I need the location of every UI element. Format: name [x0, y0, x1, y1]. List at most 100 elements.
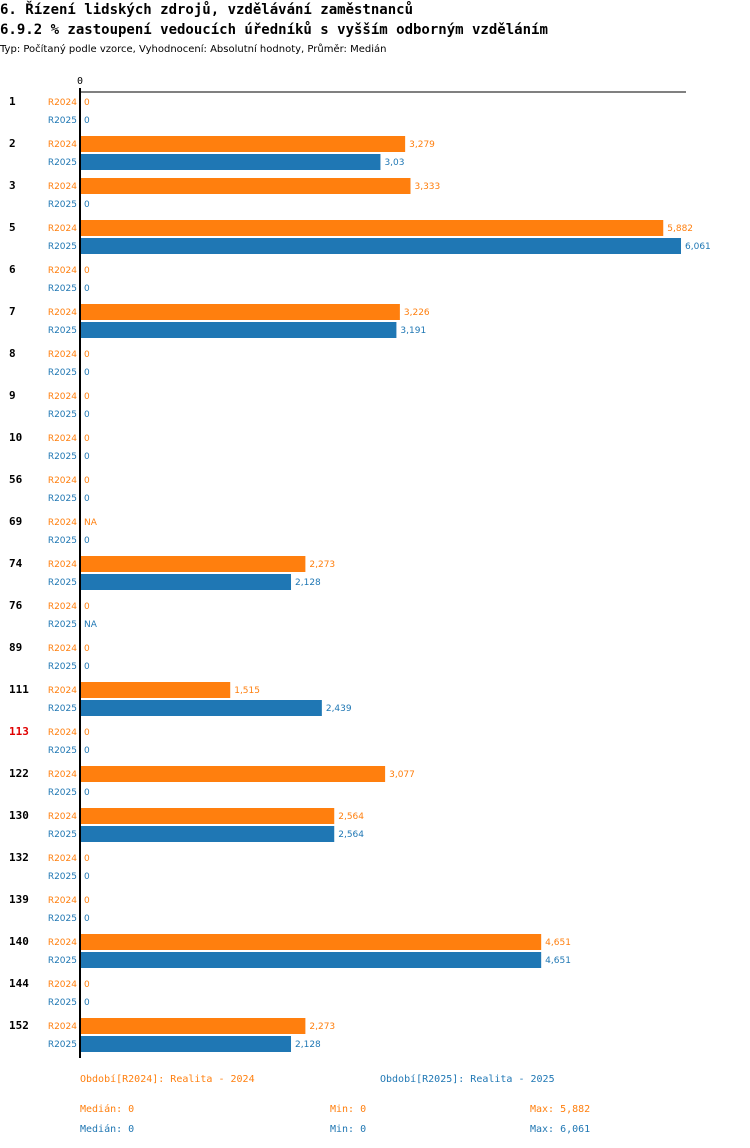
bar-r2025	[80, 238, 681, 254]
category-label: 2	[9, 137, 16, 150]
value-label: 2,439	[326, 704, 352, 714]
value-label: 3,077	[389, 770, 415, 780]
stat-max-r2025: Max: 6,061	[530, 1124, 591, 1135]
value-label: 0	[84, 266, 90, 276]
page-title: 6. Řízení lidských zdrojů, vzdělávání za…	[0, 2, 414, 18]
series-label: R2024	[48, 224, 77, 234]
value-label: 0	[84, 998, 90, 1008]
series-label: R2025	[48, 200, 77, 210]
category-label: 10	[9, 431, 22, 444]
series-label: R2024	[48, 98, 77, 108]
value-label: 0	[84, 284, 90, 294]
value-label: 0	[84, 452, 90, 462]
value-label: 0	[84, 116, 90, 126]
value-label: 2,273	[309, 560, 335, 570]
series-label: R2024	[48, 476, 77, 486]
value-label: 2,128	[295, 578, 321, 588]
bar-r2024	[80, 682, 231, 698]
series-label: R2025	[48, 956, 77, 966]
series-label: R2025	[48, 368, 77, 378]
category-label: 1	[9, 95, 16, 108]
value-label: 0	[84, 98, 90, 108]
value-label: 0	[84, 368, 90, 378]
legend-r2025: Období[R2025]: Realita - 2025	[380, 1074, 555, 1085]
bar-r2024	[80, 934, 542, 950]
series-label: R2024	[48, 266, 77, 276]
series-label: R2024	[48, 1022, 77, 1032]
series-label: R2025	[48, 998, 77, 1008]
value-label: 0	[84, 788, 90, 798]
bar-r2024	[80, 304, 400, 320]
value-label: 0	[84, 980, 90, 990]
value-label: 0	[84, 896, 90, 906]
category-label: 9	[9, 389, 16, 402]
value-label: 3,03	[384, 158, 404, 168]
category-label: 7	[9, 305, 16, 318]
series-label: R2025	[48, 662, 77, 672]
value-label: 0	[84, 854, 90, 864]
value-label: 5,882	[667, 224, 693, 234]
category-label: 130	[9, 809, 29, 822]
series-label: R2025	[48, 830, 77, 840]
stat-min-r2024: Min: 0	[330, 1104, 367, 1115]
category-label: 56	[9, 473, 23, 486]
series-label: R2024	[48, 602, 77, 612]
series-label: R2024	[48, 560, 77, 570]
series-label: R2024	[48, 728, 77, 738]
series-label: R2025	[48, 872, 77, 882]
series-label: R2025	[48, 1040, 77, 1050]
series-label: R2025	[48, 494, 77, 504]
series-label: R2025	[48, 578, 77, 588]
series-label: R2024	[48, 770, 77, 780]
series-label: R2024	[48, 644, 77, 654]
x-tick-label: 0	[77, 76, 83, 87]
legend-r2024: Období[R2024]: Realita - 2024	[80, 1074, 255, 1085]
bar-r2024	[80, 556, 306, 572]
stat-median-r2025: Medián: 0	[80, 1124, 135, 1135]
bar-r2024	[80, 766, 386, 782]
category-label: 5	[9, 221, 16, 234]
value-label: 6,061	[685, 242, 711, 252]
value-label: 2,564	[338, 830, 364, 840]
series-label: R2025	[48, 746, 77, 756]
series-label: R2025	[48, 704, 77, 714]
bar-r2024	[80, 808, 335, 824]
value-label: 0	[84, 434, 90, 444]
series-label: R2024	[48, 980, 77, 990]
category-label: 3	[9, 179, 16, 192]
value-label: 3,333	[414, 182, 440, 192]
value-label: 0	[84, 872, 90, 882]
value-label: 3,279	[409, 140, 435, 150]
category-label: 74	[9, 557, 23, 570]
category-label: 6	[9, 263, 16, 276]
stat-max-r2024: Max: 5,882	[530, 1104, 591, 1115]
category-label: 113	[9, 725, 29, 738]
series-label: R2024	[48, 854, 77, 864]
value-label: 2,273	[309, 1022, 335, 1032]
series-label: R2025	[48, 116, 77, 126]
bar-r2025	[80, 322, 397, 338]
series-label: R2025	[48, 410, 77, 420]
category-label: 132	[9, 851, 29, 864]
category-label: 76	[9, 599, 23, 612]
value-label: 0	[84, 392, 90, 402]
series-label: R2025	[48, 914, 77, 924]
category-label: 140	[9, 935, 29, 948]
bar-r2025	[80, 1036, 292, 1052]
category-label: 69	[9, 515, 22, 528]
series-label: R2024	[48, 896, 77, 906]
series-label: R2025	[48, 158, 77, 168]
value-label: 0	[84, 350, 90, 360]
value-label: 4,651	[545, 938, 571, 948]
value-label: 2,128	[295, 1040, 321, 1050]
category-label: 8	[9, 347, 16, 360]
series-label: R2024	[48, 518, 77, 528]
series-label: R2024	[48, 938, 77, 948]
category-label: 152	[9, 1019, 29, 1032]
bar-r2025	[80, 826, 335, 842]
series-label: R2025	[48, 242, 77, 252]
value-label: 0	[84, 644, 90, 654]
value-label: NA	[84, 518, 98, 528]
bar-r2024	[80, 136, 406, 152]
